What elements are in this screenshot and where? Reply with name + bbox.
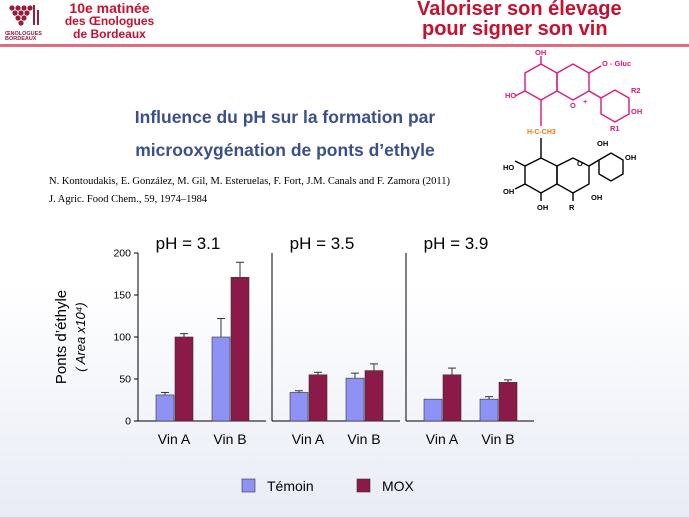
bar-tmoin xyxy=(155,394,175,422)
molecule-bridge-label: H-C-CH3 xyxy=(527,129,556,136)
slogan-line-2: pour signer son vin xyxy=(422,18,608,40)
y-axis-label: Ponts d’éthyle xyxy=(53,290,70,384)
anthocyanin-structure xyxy=(514,56,630,126)
ethyl-bridge-molecule-diagram: OH O - Gluc HO O + R2 OH R1 H-C-CH3 OH O… xyxy=(503,48,642,212)
category-label: Vin B xyxy=(481,431,514,447)
slogan-line-1: Valoriser son élevage xyxy=(417,0,622,20)
molecule-label: O - Gluc xyxy=(602,59,631,68)
molecule-label: O xyxy=(570,101,576,110)
bar-tmoin xyxy=(211,336,231,422)
panel-title: pH = 3.5 xyxy=(290,234,355,253)
molecule-label: O xyxy=(577,159,583,168)
molecule-label: R1 xyxy=(610,124,620,133)
event-line-1: 10e matinée xyxy=(69,0,150,16)
y-tick-label: 100 xyxy=(113,332,131,344)
slide-header: ŒNOLOGUES BORDEAUX 10e matinée des Œnolo… xyxy=(0,0,689,47)
bar-mox xyxy=(442,374,462,422)
slogan: Valoriser son élevage pour signer son vi… xyxy=(417,0,689,39)
legend-label: MOX xyxy=(382,478,415,494)
event-line-3: de Bordeaux xyxy=(73,27,146,41)
reference-authors: N. Kontoudakis, E. González, M. Gil, M. … xyxy=(49,176,450,187)
bar-mox xyxy=(498,382,518,422)
bar-mox xyxy=(230,277,250,422)
category-label: Vin A xyxy=(158,431,191,447)
bar-mox xyxy=(174,336,194,422)
molecule-label: OH xyxy=(537,203,548,212)
molecule-label: OH xyxy=(591,193,602,202)
molecule-label: + xyxy=(583,97,588,106)
category-label: Vin A xyxy=(292,431,325,447)
bar-tmoin xyxy=(289,392,309,422)
slide-title: Influence du pH sur la formation par mic… xyxy=(100,101,470,167)
header-divider xyxy=(0,44,689,47)
panel-title: pH = 3.1 xyxy=(156,234,221,253)
event-line-2: des Œnologues xyxy=(64,14,155,28)
grape-logo-icon xyxy=(9,5,39,26)
molecule-label: HO xyxy=(503,163,514,172)
slide-title-line-1: Influence du pH sur la formation par xyxy=(134,107,436,127)
molecule-label: OH xyxy=(597,139,608,148)
bar-tmoin xyxy=(479,398,499,422)
bar-tmoin xyxy=(345,377,365,422)
molecule-label: R xyxy=(569,203,575,212)
legend-swatch xyxy=(241,478,256,493)
slide-title-line-2: microoxygénation de ponts d’ethyle xyxy=(135,140,435,160)
y-tick-label: 150 xyxy=(113,290,131,302)
molecule-label: OH xyxy=(503,187,514,196)
legend-label: Témoin xyxy=(267,478,314,494)
y-axis-label-unit: ( Area x10⁴) xyxy=(73,302,88,371)
category-label: Vin A xyxy=(426,431,459,447)
molecule-label: OH xyxy=(625,153,636,162)
logo-text: ŒNOLOGUES BORDEAUX xyxy=(5,31,42,42)
molecule-label: OH xyxy=(535,48,546,57)
y-tick-label: 200 xyxy=(113,248,131,260)
oenologues-logo: ŒNOLOGUES BORDEAUX xyxy=(2,2,46,42)
category-label: Vin B xyxy=(213,431,246,447)
event-title: 10e matinée des Œnologues de Bordeaux xyxy=(42,1,177,41)
bar-mox xyxy=(308,374,328,422)
bar-mox xyxy=(364,370,384,422)
y-tick-label: 50 xyxy=(119,374,131,386)
reference-journal: J. Agric. Food Chem., 59, 1974–1984 xyxy=(49,194,208,205)
molecule-label: R2 xyxy=(631,86,641,95)
panel-title: pH = 3.9 xyxy=(424,234,489,253)
molecule-label: HO xyxy=(505,91,516,100)
y-tick-label: 0 xyxy=(125,416,131,428)
bar-tmoin xyxy=(423,398,443,422)
molecule-label: OH xyxy=(631,107,642,116)
reference: N. Kontoudakis, E. González, M. Gil, M. … xyxy=(49,173,450,209)
flavanol-structure xyxy=(514,138,624,201)
category-label: Vin B xyxy=(347,431,380,447)
legend-swatch xyxy=(356,478,371,493)
